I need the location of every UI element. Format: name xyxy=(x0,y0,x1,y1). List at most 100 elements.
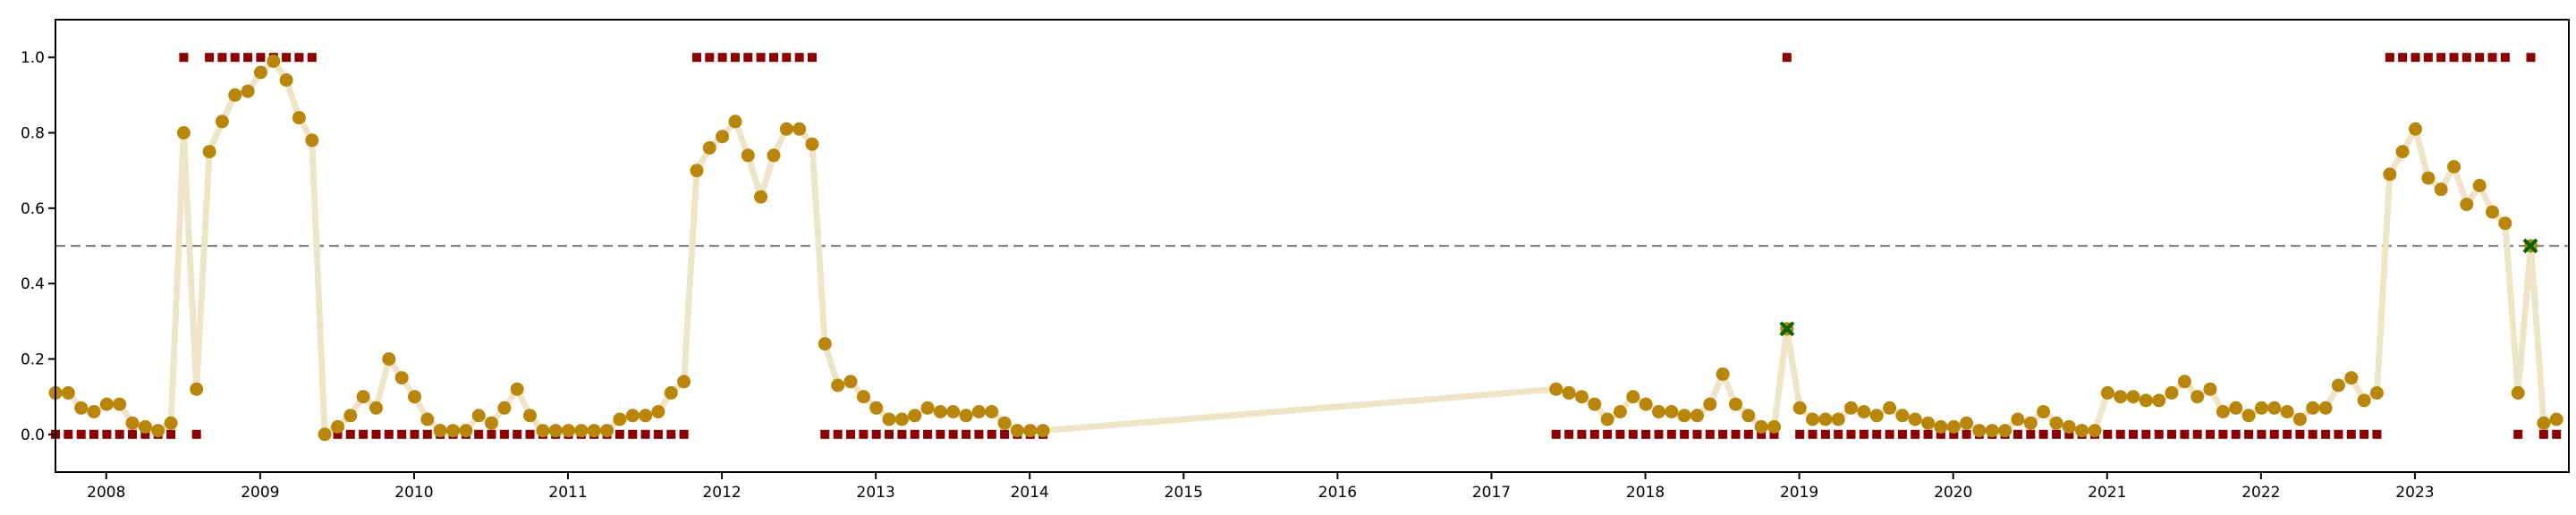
label-marker xyxy=(89,429,98,439)
probability-point xyxy=(1574,390,1589,404)
probability-point xyxy=(497,401,512,415)
label-marker xyxy=(1628,429,1638,439)
label-marker xyxy=(2423,53,2433,63)
label-marker xyxy=(2411,53,2420,63)
probability-point xyxy=(767,148,781,163)
label-marker xyxy=(2115,429,2125,439)
label-marker xyxy=(1551,429,1561,439)
label-marker xyxy=(1680,429,1690,439)
label-marker xyxy=(1731,429,1741,439)
probability-point xyxy=(408,390,421,404)
probability-point xyxy=(2114,390,2128,404)
probability-point xyxy=(61,385,75,400)
axes: 0.0 0.2 0.4 0.6 0.8 1.0 2008 2009 2010 2011 2012 20… xyxy=(21,19,2570,502)
probability-point xyxy=(1806,412,1819,426)
probability-point xyxy=(818,337,832,351)
label-marker xyxy=(2052,429,2061,439)
label-marker xyxy=(1705,429,1715,439)
probability-point xyxy=(2486,205,2499,219)
probability-point xyxy=(920,401,935,415)
label-marker xyxy=(782,53,792,63)
probability-point xyxy=(2357,393,2371,408)
probability-point xyxy=(2190,390,2205,404)
probability-point xyxy=(1010,424,1024,438)
probability-point xyxy=(985,405,999,418)
probability-point xyxy=(2549,412,2563,426)
label-marker xyxy=(1949,429,1959,439)
label-marker xyxy=(614,429,624,439)
probability-point xyxy=(343,409,358,423)
label-marker xyxy=(2334,429,2343,439)
label-marker xyxy=(2064,429,2074,439)
anomaly-marker xyxy=(1779,321,1795,337)
label-marker xyxy=(2308,429,2318,439)
probability-point xyxy=(1677,409,1691,423)
probability-point xyxy=(267,54,281,68)
probability-point xyxy=(2165,385,2179,400)
probability-point xyxy=(356,390,370,404)
x-tick-label: 2020 xyxy=(1934,484,1972,502)
label-marker xyxy=(885,429,894,439)
probability-point xyxy=(138,419,152,434)
probability-point xyxy=(113,397,127,411)
x-tick-label: 2008 xyxy=(87,484,125,502)
label-marker xyxy=(2283,429,2292,439)
probability-point xyxy=(1895,409,1910,423)
probability-point xyxy=(971,405,986,418)
label-marker xyxy=(1936,429,1945,439)
label-marker xyxy=(1603,429,1613,439)
probability-point xyxy=(394,371,409,385)
label-marker xyxy=(2385,53,2394,63)
probability-point xyxy=(2434,182,2448,197)
label-marker xyxy=(2192,429,2202,439)
label-marker xyxy=(2346,429,2356,439)
label-marker xyxy=(243,53,253,63)
probability-point xyxy=(1857,405,1871,418)
label-marker xyxy=(731,53,740,63)
probability-point xyxy=(843,375,858,389)
label-marker xyxy=(1757,429,1767,439)
probability-point xyxy=(2241,409,2256,423)
label-marker xyxy=(859,429,869,439)
y-tick-label: 0.0 xyxy=(21,426,45,444)
label-marker xyxy=(114,429,124,439)
label-marker xyxy=(2154,429,2164,439)
label-marker xyxy=(666,429,676,439)
x-tick-label: 2014 xyxy=(1011,484,1049,502)
label-marker xyxy=(1885,429,1894,439)
probability-point xyxy=(856,390,870,404)
label-marker xyxy=(384,429,394,439)
label-marker xyxy=(1834,429,1843,439)
probability-point xyxy=(2369,385,2384,400)
label-marker xyxy=(64,429,73,439)
probability-point xyxy=(510,382,524,396)
probability-point xyxy=(2177,375,2191,389)
probability-point xyxy=(305,133,319,148)
probability-point xyxy=(228,88,242,102)
label-marker xyxy=(948,429,958,439)
label-marker xyxy=(1808,429,1818,439)
y-tick-label: 0.2 xyxy=(21,351,45,369)
label-marker xyxy=(2372,429,2382,439)
probability-point xyxy=(1690,409,1704,423)
label-marker xyxy=(282,53,292,63)
probability-point xyxy=(369,401,383,415)
anomaly-stroke xyxy=(2522,238,2538,254)
label-marker xyxy=(397,429,407,439)
probability-point xyxy=(2511,385,2525,400)
label-marker xyxy=(2526,53,2536,63)
label-marker xyxy=(1923,429,1933,439)
probability-point xyxy=(190,382,204,396)
probability-point xyxy=(741,148,755,163)
label-marker xyxy=(962,429,971,439)
probability-point xyxy=(1626,390,1640,404)
label-marker xyxy=(974,429,984,439)
label-marker xyxy=(2257,429,2267,439)
probability-point xyxy=(1998,424,2012,438)
label-marker xyxy=(422,429,432,439)
probability-point xyxy=(1036,424,1050,438)
probability-point xyxy=(959,409,973,423)
probability-point xyxy=(2537,416,2551,430)
label-marker xyxy=(2513,429,2523,439)
probability-point xyxy=(1729,397,1742,411)
